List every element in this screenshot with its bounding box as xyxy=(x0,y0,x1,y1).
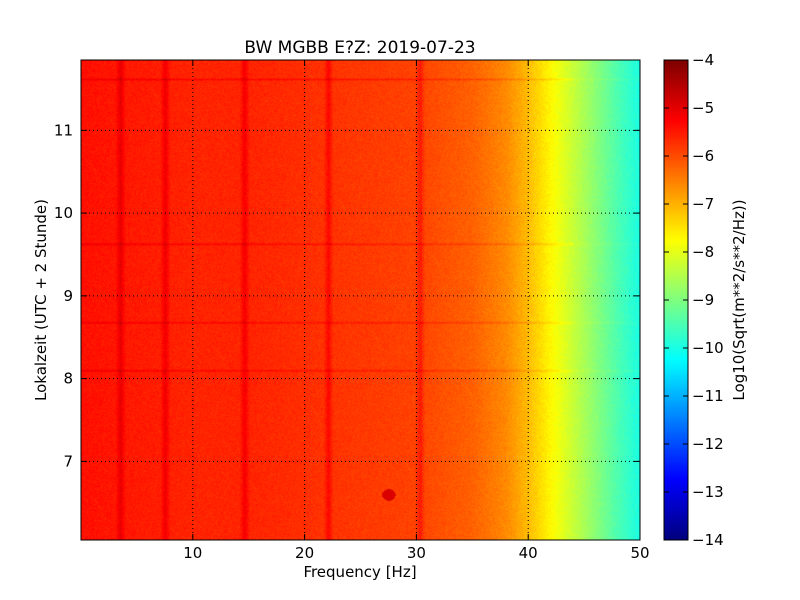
colorbar-tick-label: −11 xyxy=(692,387,724,405)
colorbar-tick-label: −7 xyxy=(692,195,714,213)
x-tick-label: 40 xyxy=(519,544,538,562)
colorbar-tick-label: −9 xyxy=(692,291,714,309)
y-axis-label: Lokalzeit (UTC + 2 Stunde) xyxy=(32,199,50,401)
colorbar-tick-label: −6 xyxy=(692,147,714,165)
plot-area: 10 20 30 40 50 7 8 9 10 11 xyxy=(54,59,650,562)
colorbar-tick-label: −14 xyxy=(692,531,724,549)
colorbar-tick-label: −10 xyxy=(692,339,724,357)
y-tick-label: 7 xyxy=(63,452,73,470)
colorbar-tick-label: −5 xyxy=(692,99,714,117)
y-tick-label: 9 xyxy=(63,287,73,305)
colorbar: −4 −5 −6 −7 −8 −9 −10 −11 −12 −13 −14 Log10(Sqrt(m… xyxy=(663,51,748,549)
colorbar-label: Log10(Sqrt(m**2/s**2/Hz)) xyxy=(730,199,748,400)
colorbar-ticks: −4 −5 −6 −7 −8 −9 −10 −11 −12 −13 −14 xyxy=(664,51,724,549)
plot-frame xyxy=(80,59,641,541)
y-tick-label: 8 xyxy=(63,370,73,388)
grid-lines xyxy=(81,60,640,540)
x-tick-label: 20 xyxy=(295,544,314,562)
y-axis-ticks: 7 8 9 10 11 xyxy=(54,121,640,470)
x-tick-label: 30 xyxy=(407,544,426,562)
spectrogram-heatmap xyxy=(81,60,640,540)
x-axis-label: Frequency [Hz] xyxy=(303,563,416,581)
x-tick-label: 10 xyxy=(183,544,202,562)
y-tick-label: 10 xyxy=(54,204,73,222)
x-tick-label: 50 xyxy=(630,544,649,562)
chart-title: BW MGBB E?Z: 2019-07-23 xyxy=(244,38,475,58)
y-tick-label: 11 xyxy=(54,121,73,139)
x-axis-ticks: 10 20 30 40 50 xyxy=(183,60,650,562)
colorbar-tick-label: −12 xyxy=(692,435,724,453)
colorbar-tick-label: −13 xyxy=(692,483,724,501)
colorbar-tick-label: −4 xyxy=(692,51,714,69)
colorbar-tick-label: −8 xyxy=(692,243,714,261)
